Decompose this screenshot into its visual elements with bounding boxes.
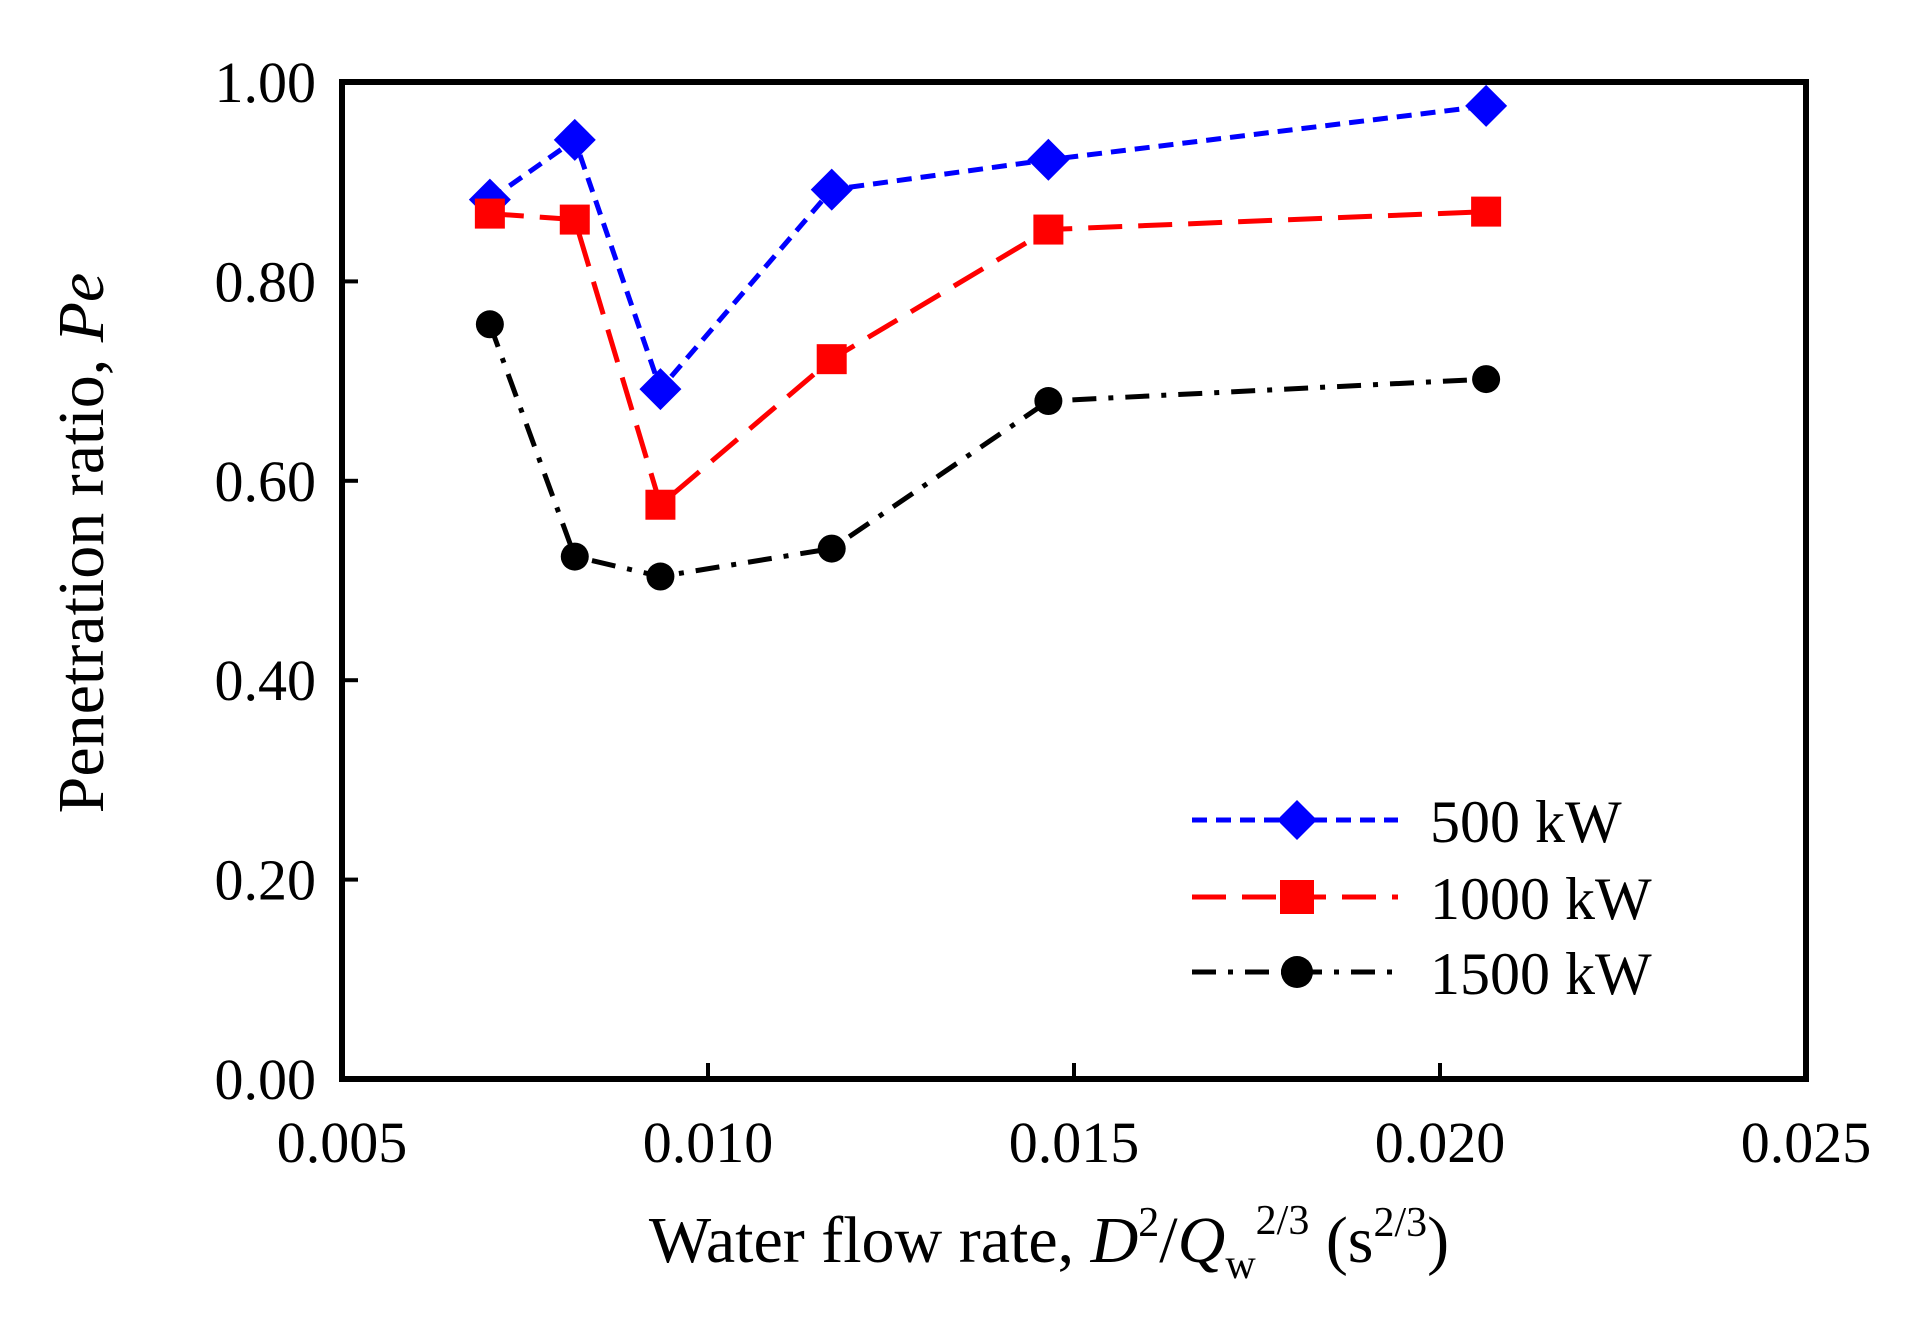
legend-label-1000kw: 1000 kW [1430,866,1652,932]
x-tick-label: 0.010 [643,1110,774,1175]
legend-entry-1000kw: 1000 kW [1192,866,1652,932]
y-tick-label: 0.80 [215,249,317,314]
legend: 500 kW 1000 kW 1500 kW [1192,789,1652,1007]
legend-marker-diamond [1277,800,1317,840]
x-axis-title: Water flow rate, D2/Qw2/3 (s2/3) [649,1198,1449,1288]
legend-marker-circle [1281,956,1313,988]
legend-label-1500kw: 1500 kW [1430,941,1652,1007]
data-point-circle [560,542,589,571]
data-point-circle [475,310,504,339]
legend-marker-square [1280,880,1314,914]
axis-ticks: 0.005 0.010 0.015 0.020 0.025 0.00 0.20 0.40 0.6… [215,50,1872,1175]
legend-label-500kw: 500 kW [1430,789,1622,855]
y-tick-label: 0.40 [215,648,317,713]
x-tick-label: 0.005 [277,1110,408,1175]
data-point-square [1033,214,1064,245]
data-point-square [474,198,505,229]
y-tick-label: 0.20 [215,848,317,913]
data-point-square [645,489,676,520]
data-point-diamond [639,368,682,411]
legend-entry-500kw: 500 kW [1192,789,1622,855]
data-point-diamond [810,168,853,211]
data-point-circle [646,562,675,591]
legend-entry-1500kw: 1500 kW [1192,941,1652,1007]
series-1500kw [475,310,1501,591]
y-tick-label: 0.00 [215,1047,317,1112]
x-tick-label: 0.025 [1741,1110,1872,1175]
series-layer [468,84,1508,591]
data-point-diamond [553,118,596,161]
data-point-circle [817,534,846,563]
data-point-square [559,204,590,235]
data-point-diamond [1027,138,1070,181]
y-tick-label: 1.00 [215,50,317,115]
data-point-circle [1034,387,1063,416]
y-axis-title: Penetration ratio, Pe [45,273,118,814]
data-point-square [1471,196,1502,227]
data-point-square [816,344,847,375]
x-tick-label: 0.020 [1375,1110,1506,1175]
x-tick-label: 0.015 [1009,1110,1140,1175]
y-tick-label: 0.60 [215,449,317,514]
data-point-circle [1472,365,1501,394]
series-line-500kw [488,103,1487,392]
data-point-diamond [1465,84,1508,127]
series-1000kw [474,196,1502,520]
